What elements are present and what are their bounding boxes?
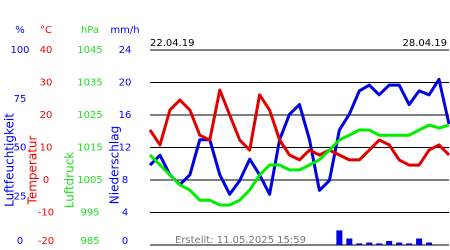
y-tick-label: 1035 xyxy=(77,78,102,89)
y-tick-label: 20 xyxy=(40,110,53,121)
bar xyxy=(346,238,353,245)
date-end: 28.04.19 xyxy=(402,38,447,49)
bar xyxy=(356,243,363,245)
axis-unit: % xyxy=(15,25,25,36)
axis-title: Luftdruck xyxy=(63,152,77,209)
y-tick-label: 1045 xyxy=(77,45,102,56)
axis-unit: mm/h xyxy=(110,25,139,36)
bar xyxy=(386,240,393,245)
bar xyxy=(366,242,373,245)
line xyxy=(148,88,450,167)
y-tick-label: 1015 xyxy=(77,143,102,154)
y-tick-label: 0 xyxy=(122,236,128,247)
y-tick-label: 985 xyxy=(80,236,99,247)
y-tick-label: 0 xyxy=(17,236,23,247)
bar xyxy=(376,243,383,245)
footer: Erstellt: 11.05.2025 15:59 xyxy=(175,235,306,246)
y-tick-label: 25 xyxy=(14,191,27,202)
axis-title: Niederschlag xyxy=(108,126,122,204)
axis-title: Temperatur xyxy=(26,135,40,205)
line xyxy=(148,123,450,207)
y-tick-label: -10 xyxy=(38,208,54,219)
y-tick-label: 12 xyxy=(119,143,132,154)
axis-title: Luftfeuchtigkeit xyxy=(3,113,17,207)
y-tick-label: 0 xyxy=(43,175,49,186)
y-tick-label: 4 xyxy=(122,208,128,219)
y-tick-label: 8 xyxy=(122,175,128,186)
line xyxy=(148,77,450,196)
date-start: 22.04.19 xyxy=(150,38,195,49)
y-tick-label: 1005 xyxy=(77,175,102,186)
y-tick-label: 995 xyxy=(80,208,99,219)
axis-unit: hPa xyxy=(81,25,99,36)
y-tick-label: 20 xyxy=(119,78,132,89)
y-tick-label: 1025 xyxy=(77,110,102,121)
y-tick-label: 10 xyxy=(40,143,53,154)
bar xyxy=(406,243,413,245)
y-tick-label: 24 xyxy=(119,45,132,56)
y-tick-label: -20 xyxy=(38,236,54,247)
bar xyxy=(396,242,403,245)
y-tick-label: 16 xyxy=(119,110,132,121)
y-tick-label: 50 xyxy=(14,143,27,154)
axis-unit: °C xyxy=(40,25,52,36)
y-tick-label: 40 xyxy=(40,45,53,56)
y-tick-label: 100 xyxy=(10,45,29,56)
y-tick-label: 75 xyxy=(14,94,27,105)
bar xyxy=(426,242,433,245)
y-tick-label: 30 xyxy=(40,78,53,89)
bar xyxy=(336,230,343,245)
bar xyxy=(416,238,423,245)
